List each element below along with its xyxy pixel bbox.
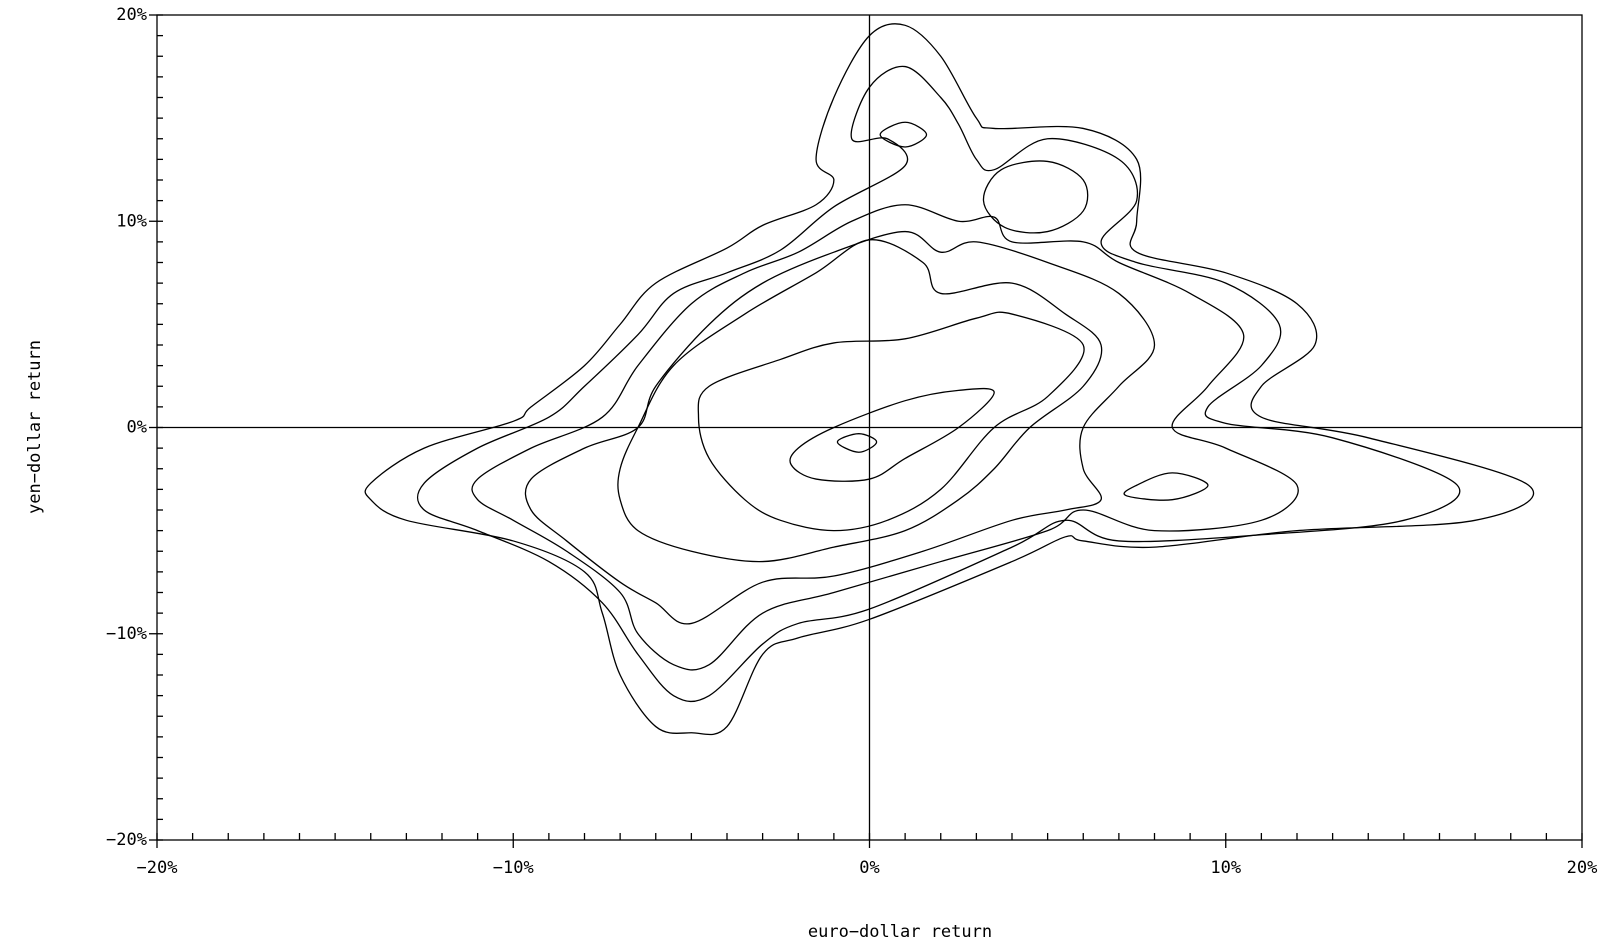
x-axis-title: euro−dollar return bbox=[808, 922, 992, 942]
y-tick-label: 0% bbox=[127, 418, 147, 438]
contour-line bbox=[617, 239, 1103, 563]
contour-line bbox=[364, 23, 1535, 736]
y-tick-label: −10% bbox=[106, 624, 147, 644]
y-tick-label: 20% bbox=[116, 5, 147, 25]
x-tick-label: 10% bbox=[1210, 858, 1241, 878]
contour-line bbox=[789, 387, 995, 482]
y-axis-title: yen−dollar return bbox=[25, 340, 45, 514]
contour-line bbox=[524, 230, 1156, 625]
contour-line bbox=[471, 204, 1299, 671]
contour-line bbox=[836, 433, 878, 453]
x-tick-label: −20% bbox=[137, 858, 178, 878]
y-tick-label: 10% bbox=[116, 211, 147, 231]
contour-line bbox=[982, 160, 1089, 234]
contour-line bbox=[416, 65, 1461, 703]
x-tick-label: 0% bbox=[859, 858, 879, 878]
contour-line bbox=[697, 311, 1085, 532]
contour-line bbox=[879, 121, 928, 148]
y-tick-label: −20% bbox=[106, 830, 147, 850]
x-tick-label: 20% bbox=[1567, 858, 1598, 878]
x-tick-label: −10% bbox=[493, 858, 534, 878]
contour-line bbox=[1123, 472, 1209, 501]
